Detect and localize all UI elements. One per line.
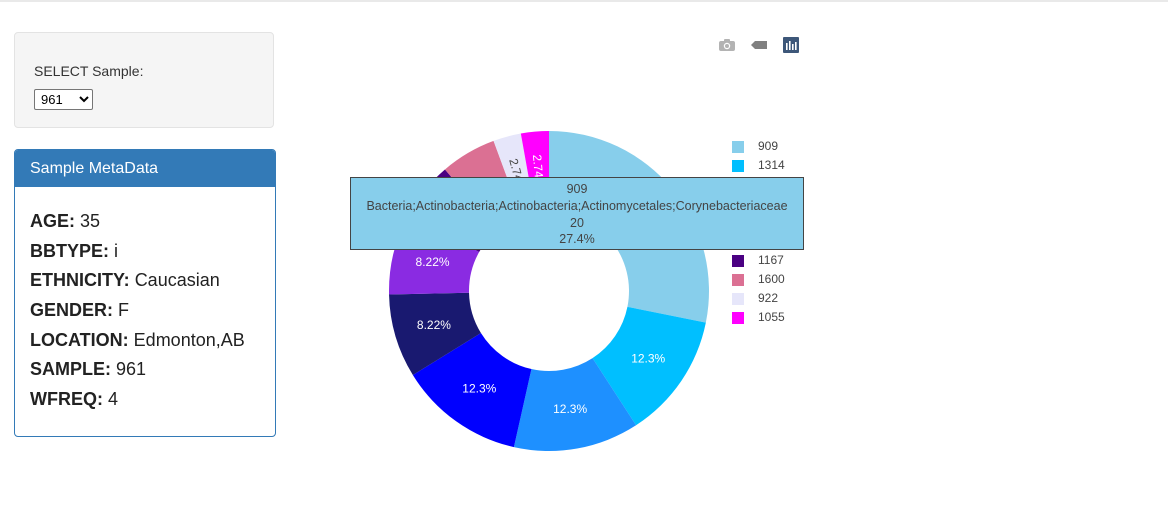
- tag-icon[interactable]: [750, 37, 768, 58]
- hover-tooltip: 909 Bacteria;Actinobacteria;Actinobacter…: [350, 177, 804, 250]
- metadata-row-sample: SAMPLE: 961: [30, 359, 245, 389]
- metadata-value: 35: [80, 211, 101, 231]
- legend-item[interactable]: 1055: [732, 310, 812, 329]
- donut-slice[interactable]: [389, 292, 481, 376]
- metadata-key: BBTYPE:: [30, 240, 110, 261]
- metadata-key: SAMPLE:: [30, 359, 111, 380]
- metadata-value: 961: [116, 359, 147, 380]
- legend-swatch: [732, 160, 744, 172]
- metadata-key: AGE:: [30, 211, 75, 231]
- legend-swatch: [732, 274, 744, 286]
- legend-label: 922: [758, 291, 779, 305]
- legend-swatch: [732, 255, 744, 267]
- tooltip-id: 909: [566, 182, 588, 196]
- slice-percent-label: 12.3%: [553, 402, 587, 416]
- slice-percent-label: 8.22%: [417, 318, 451, 332]
- select-label: SELECT Sample:: [34, 63, 144, 79]
- metadata-key: LOCATION:: [30, 329, 129, 350]
- donut-slice[interactable]: [592, 306, 706, 426]
- metadata-row-age: AGE: 35: [30, 211, 245, 241]
- top-divider: [0, 0, 1168, 2]
- legend-item[interactable]: 1600: [732, 272, 812, 291]
- metadata-key: ETHNICITY:: [30, 270, 130, 291]
- metadata-panel: Sample MetaData AGE: 35 BBTYPE: i ETHNIC…: [14, 149, 276, 437]
- metadata-value: Edmonton,AB: [133, 329, 245, 350]
- metadata-key: GENDER:: [30, 300, 114, 321]
- legend-swatch: [732, 141, 744, 153]
- legend-item[interactable]: 909: [732, 139, 812, 158]
- metadata-value: i: [114, 240, 119, 261]
- legend-label: 1600: [758, 272, 785, 286]
- tooltip-percent: 27.4%: [559, 232, 595, 247]
- metadata-row-wfreq: WFREQ: 4: [30, 389, 245, 419]
- legend-swatch: [732, 312, 744, 324]
- legend-swatch: [732, 293, 744, 305]
- sample-select-panel: SELECT Sample: 961: [14, 32, 274, 128]
- sample-select[interactable]: 961: [34, 89, 93, 110]
- legend-label: 909: [758, 139, 779, 153]
- slice-percent-label: 12.3%: [631, 351, 665, 365]
- donut-slice[interactable]: [412, 333, 532, 448]
- metadata-value: F: [118, 300, 130, 321]
- slice-percent-label: 12.3%: [462, 382, 496, 396]
- metadata-panel-title: Sample MetaData: [15, 150, 275, 187]
- tooltip-taxonomy: Bacteria;Actinobacteria;Actinobacteria;A…: [366, 198, 788, 213]
- metadata-list: AGE: 35 BBTYPE: i ETHNICITY: Caucasian G…: [30, 211, 245, 419]
- slice-percent-label: 8.22%: [416, 255, 450, 269]
- donut-slice[interactable]: [513, 358, 637, 451]
- metadata-row-ethnicity: ETHNICITY: Caucasian: [30, 270, 245, 300]
- legend-item[interactable]: 922: [732, 291, 812, 310]
- metadata-key: WFREQ:: [30, 389, 103, 410]
- metadata-value: 4: [108, 389, 119, 410]
- camera-icon[interactable]: [718, 37, 736, 58]
- legend-label: 1314: [758, 158, 785, 172]
- plotly-logo-icon[interactable]: [782, 37, 800, 58]
- legend-label: 1167: [758, 253, 784, 267]
- legend-label: 1055: [758, 310, 785, 324]
- tooltip-count: 20: [570, 215, 584, 230]
- metadata-row-location: LOCATION: Edmonton,AB: [30, 330, 245, 360]
- metadata-row-bbtype: BBTYPE: i: [30, 241, 245, 271]
- metadata-row-gender: GENDER: F: [30, 300, 245, 330]
- legend-item[interactable]: 1167: [732, 253, 812, 272]
- legend-item[interactable]: 1314: [732, 158, 812, 177]
- metadata-value: Caucasian: [134, 270, 220, 291]
